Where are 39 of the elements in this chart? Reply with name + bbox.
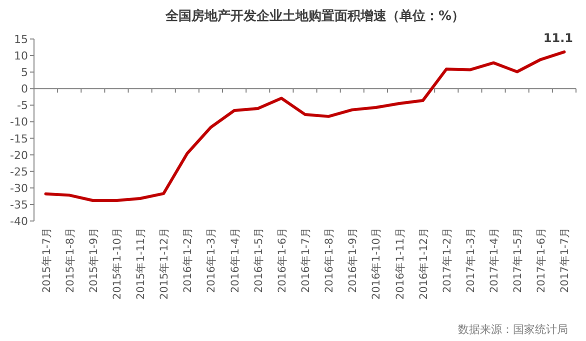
x-tick-label: 2017年1-7月 [559,227,572,293]
y-tick-label: 10 [14,50,28,63]
x-tick-label: 2016年1-11月 [394,227,406,300]
line-series [44,50,566,202]
x-tick-label: 2016年1-2月 [182,227,194,293]
y-tick-label: -35 [10,198,28,212]
y-tick-label: -5 [17,99,28,112]
chart-title: 全国房地产开发企业土地购置面积增速（单位：%） [164,8,465,24]
x-tick-label: 2016年1-12月 [418,227,430,300]
x-tick-label: 2016年1-4月 [229,227,242,293]
source-note: 数据来源：国家统计局 [458,323,568,336]
y-tick-label: -10 [10,116,28,129]
y-tick-label: 15 [14,33,28,46]
x-tick-label: 2016年1-3月 [206,227,218,293]
x-tick-label: 2015年1-8月 [64,227,76,293]
y-tick-label: -25 [10,165,28,178]
x-tick-label: 2016年1-5月 [252,227,265,293]
y-tick-label: -15 [10,132,28,146]
x-tick-label: 2016年1-9月 [347,227,360,293]
x-tick-label: 2017年1-3月 [464,227,477,293]
x-tick-label: 2017年1-2月 [441,227,454,293]
x-tick-label: 2015年1-9月 [88,227,100,293]
y-tick-label: 0 [21,82,28,96]
x-tick-label: 2016年1-8月 [324,227,336,293]
x-tick-label: 2016年1-6月 [276,227,288,293]
x-tick-label: 2015年1-12月 [158,227,171,300]
x-tick-label: 2015年1-7月 [40,227,53,293]
y-tick-label: -40 [10,215,28,228]
y-tick-label: -20 [10,148,28,162]
x-tick-label: 2016年1-10月 [370,227,383,300]
x-tick-label: 2017年1-6月 [536,227,548,293]
x-tick-label: 2017年1-5月 [512,227,524,293]
y-tick-label: 5 [21,66,28,80]
x-tick-label: 2015年1-11月 [135,227,148,300]
data-label: 11.1 [543,30,574,45]
x-tick-label: 2015年1-10月 [111,227,124,300]
y-tick-label: -30 [10,182,28,195]
x-tick-label: 2017年1-4月 [488,227,501,293]
x-tick-label: 2016年1-7月 [300,227,312,293]
